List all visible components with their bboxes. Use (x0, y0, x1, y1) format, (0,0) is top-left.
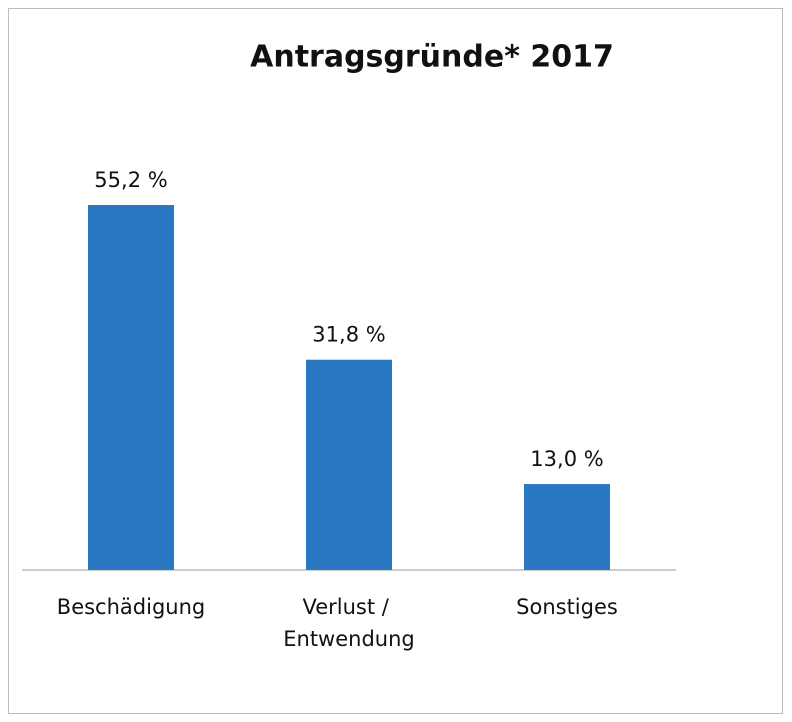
bar (88, 205, 174, 570)
value-label: 31,8 % (312, 323, 385, 347)
bar (524, 484, 610, 570)
value-label: 13,0 % (530, 447, 603, 471)
x-tick-label: Verlust / Entwendung (283, 595, 415, 651)
chart-title: Antragsgründe* 2017 (250, 40, 614, 75)
value-label: 55,2 % (94, 168, 167, 192)
x-tick-label: Sonstiges (516, 595, 618, 619)
bar (306, 359, 392, 570)
x-tick-label: Beschädigung (57, 595, 205, 619)
